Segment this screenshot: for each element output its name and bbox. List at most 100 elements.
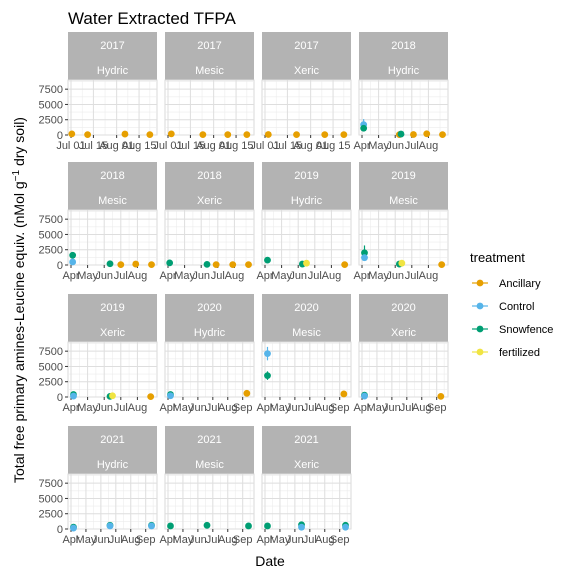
x-tick-label: Jul 01	[56, 140, 85, 152]
x-tick-label: Aug	[322, 270, 342, 282]
x-tick-label: Jul	[114, 402, 128, 414]
facet-strip-site: Xeric	[197, 195, 223, 207]
facet-strip-site: Xeric	[100, 327, 126, 339]
panel-background	[164, 79, 255, 136]
facet-strip-year: 2021	[294, 434, 318, 446]
x-tick-label: Apr	[353, 270, 370, 282]
data-point-ancillary	[243, 389, 251, 397]
facet-strip-year: 2019	[294, 170, 318, 182]
data-point-ancillary	[167, 130, 175, 138]
x-tick-label: Sep	[233, 534, 253, 546]
data-point-ancillary	[340, 390, 348, 398]
data-point-ancillary	[84, 131, 91, 139]
x-tick-label: Aug	[128, 402, 148, 414]
x-tick-label: Aug 15	[316, 140, 351, 152]
panel-background	[67, 473, 158, 530]
data-point-snowfence	[264, 522, 271, 530]
data-point-snowfence	[361, 249, 368, 257]
data-point-control	[361, 392, 368, 400]
facet-strip-year: 2017	[294, 40, 318, 52]
facet-strip-year: 2018	[391, 40, 415, 52]
y-tick-label: 0	[57, 524, 63, 536]
x-tick-label: Aug 01	[99, 140, 134, 152]
x-tick-label: Apr	[62, 402, 79, 414]
data-point-ancillary	[423, 130, 431, 138]
y-tick-label: 2500	[39, 377, 63, 389]
facet-strip	[262, 294, 351, 342]
data-point-control	[342, 523, 349, 531]
x-tick-label: Jun	[383, 402, 401, 414]
data-point-control	[69, 258, 77, 266]
x-tick-label: May	[271, 270, 292, 282]
x-tick-label: Jul 15	[273, 140, 302, 152]
facet-strip-year: 2019	[391, 170, 415, 182]
data-point-ancillary	[199, 131, 207, 139]
x-tick-label: May	[77, 270, 98, 282]
facet-strip-site: Hydric	[194, 327, 226, 339]
facet-strip	[262, 426, 351, 474]
x-tick-label: Jun	[189, 402, 207, 414]
panel-background	[164, 473, 255, 530]
data-point-control	[298, 523, 305, 531]
panel-background	[67, 79, 158, 136]
x-tick-label: Jul	[206, 402, 220, 414]
x-tick-label: Jul 01	[250, 140, 279, 152]
data-point-snowfence	[245, 522, 252, 530]
x-tick-label: Apr	[159, 402, 176, 414]
x-tick-label: Jun	[286, 534, 304, 546]
data-point-snowfence	[167, 522, 174, 530]
x-tick-label: May	[367, 402, 388, 414]
facet-strip-site: Hydric	[97, 459, 129, 471]
x-axis-title: Date	[255, 553, 285, 569]
x-tick-label: Jul	[303, 534, 317, 546]
chart-title: Water Extracted TFPA	[68, 9, 237, 28]
x-tick-label: Jun	[92, 534, 110, 546]
data-point-ancillary	[147, 393, 155, 401]
y-tick-label: 7500	[39, 478, 63, 490]
legend-label-fertilized: fertilized	[499, 347, 540, 359]
x-tick-label: Aug	[419, 140, 439, 152]
x-tick-label: Apr	[353, 140, 370, 152]
facet-strip	[165, 294, 254, 342]
data-point-control	[361, 254, 368, 262]
data-point-snowfence	[69, 251, 77, 259]
x-tick-label: Jun	[286, 402, 304, 414]
facet-strip-site: Xeric	[294, 459, 320, 471]
x-tick-label: May	[270, 402, 291, 414]
facet-strip	[165, 426, 254, 474]
data-point-snowfence	[106, 260, 114, 268]
facet-strip-site: Mesic	[98, 195, 127, 207]
data-point-ancillary	[410, 131, 417, 138]
x-tick-label: Apr	[256, 402, 273, 414]
x-tick-label: Aug	[225, 270, 245, 282]
facet-strip	[68, 426, 157, 474]
data-point-snowfence	[203, 260, 211, 268]
panel-background	[261, 79, 352, 136]
data-point-snowfence	[264, 256, 271, 264]
y-axis-title-end: dry soil)	[11, 117, 27, 170]
x-tick-label: May	[173, 402, 194, 414]
facet-strip-year: 2020	[197, 302, 221, 314]
data-point-ancillary	[437, 392, 445, 400]
x-tick-label: Jun	[386, 140, 404, 152]
x-tick-label: Jul	[308, 270, 322, 282]
legend: treatment Ancillary Control Snowfence ferti…	[470, 250, 553, 359]
y-tick-label: 0	[57, 392, 63, 404]
x-tick-label: May	[77, 402, 98, 414]
facet-strip-site: Xeric	[391, 327, 417, 339]
y-tick-label: 2500	[39, 115, 63, 127]
y-tick-label: 7500	[39, 84, 63, 96]
data-point-ancillary	[117, 261, 125, 269]
x-tick-label: May	[174, 270, 195, 282]
y-tick-label: 5000	[39, 229, 63, 241]
